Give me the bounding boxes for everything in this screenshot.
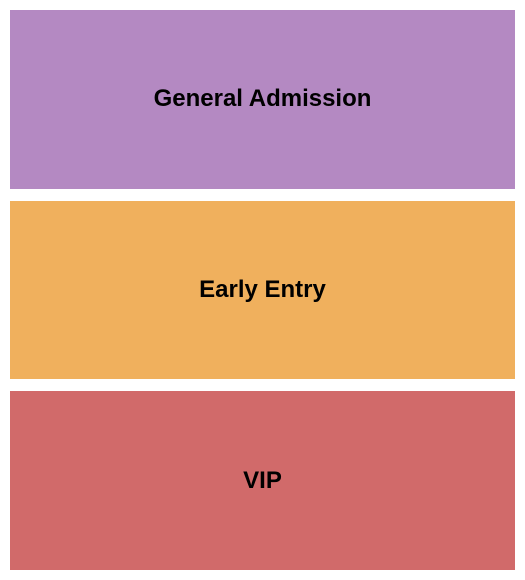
section-general-admission[interactable]: General Admission — [10, 10, 515, 189]
section-vip[interactable]: VIP — [10, 391, 515, 570]
section-early-entry[interactable]: Early Entry — [10, 201, 515, 380]
